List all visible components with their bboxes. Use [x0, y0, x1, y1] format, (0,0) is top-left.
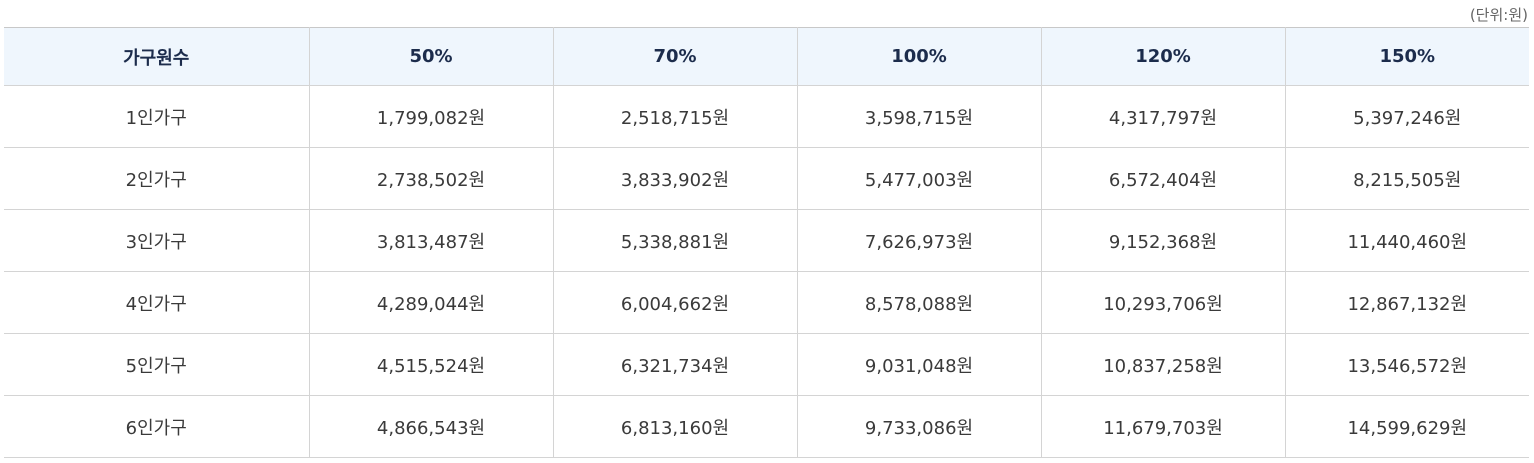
table-row: 5인가구 4,515,524원 6,321,734원 9,031,048원 10… [4, 333, 1529, 396]
table-cell: 7,626,973원 [796, 209, 1041, 272]
table-cell: 2,518,715원 [552, 85, 797, 148]
header-150-percent: 150% [1284, 27, 1529, 86]
table-cell: 14,599,629원 [1284, 395, 1529, 458]
table-cell: 4,289,044원 [308, 271, 553, 334]
table-cell: 9,733,086원 [796, 395, 1041, 458]
table-cell: 9,031,048원 [796, 333, 1041, 396]
row-label: 6인가구 [4, 395, 309, 458]
table-cell: 3,833,902원 [552, 147, 797, 210]
table-cell: 11,679,703원 [1040, 395, 1285, 458]
header-100-percent: 100% [796, 27, 1041, 86]
table-cell: 4,515,524원 [308, 333, 553, 396]
header-70-percent: 70% [552, 27, 797, 86]
table-cell: 5,477,003원 [796, 147, 1041, 210]
table-cell: 5,338,881원 [552, 209, 797, 272]
table-cell: 6,813,160원 [552, 395, 797, 458]
header-household-size: 가구원수 [4, 27, 309, 86]
table-cell: 4,866,543원 [308, 395, 553, 458]
table-cell: 6,321,734원 [552, 333, 797, 396]
row-label: 2인가구 [4, 147, 309, 210]
row-label: 3인가구 [4, 209, 309, 272]
row-label: 4인가구 [4, 271, 309, 334]
table-row: 1인가구 1,799,082원 2,518,715원 3,598,715원 4,… [4, 85, 1529, 148]
table-cell: 6,004,662원 [552, 271, 797, 334]
table-cell: 10,837,258원 [1040, 333, 1285, 396]
header-50-percent: 50% [308, 27, 553, 86]
table-cell: 12,867,132원 [1284, 271, 1529, 334]
table-cell: 9,152,368원 [1040, 209, 1285, 272]
table-cell: 3,813,487원 [308, 209, 553, 272]
table-header: 가구원수 50% 70% 100% 120% 150% [4, 27, 1529, 86]
table-row: 6인가구 4,866,543원 6,813,160원 9,733,086원 11… [4, 395, 1529, 458]
table-body: 1인가구 1,799,082원 2,518,715원 3,598,715원 4,… [4, 85, 1529, 458]
header-row: 가구원수 50% 70% 100% 120% 150% [4, 27, 1529, 86]
table-cell: 8,578,088원 [796, 271, 1041, 334]
table-cell: 11,440,460원 [1284, 209, 1529, 272]
table-row: 4인가구 4,289,044원 6,004,662원 8,578,088원 10… [4, 271, 1529, 334]
table-cell: 1,799,082원 [308, 85, 553, 148]
table-cell: 5,397,246원 [1284, 85, 1529, 148]
table-cell: 3,598,715원 [796, 85, 1041, 148]
table-row: 3인가구 3,813,487원 5,338,881원 7,626,973원 9,… [4, 209, 1529, 272]
header-120-percent: 120% [1040, 27, 1285, 86]
table-cell: 10,293,706원 [1040, 271, 1285, 334]
income-table: 가구원수 50% 70% 100% 120% 150% 1인가구 1,799,0… [4, 27, 1529, 458]
table-cell: 2,738,502원 [308, 147, 553, 210]
row-label: 5인가구 [4, 333, 309, 396]
table-cell: 8,215,505원 [1284, 147, 1529, 210]
unit-note: (단위:원) [1469, 6, 1528, 24]
table-row: 2인가구 2,738,502원 3,833,902원 5,477,003원 6,… [4, 147, 1529, 210]
table-cell: 13,546,572원 [1284, 333, 1529, 396]
table-cell: 6,572,404원 [1040, 147, 1285, 210]
table-cell: 4,317,797원 [1040, 85, 1285, 148]
row-label: 1인가구 [4, 85, 309, 148]
